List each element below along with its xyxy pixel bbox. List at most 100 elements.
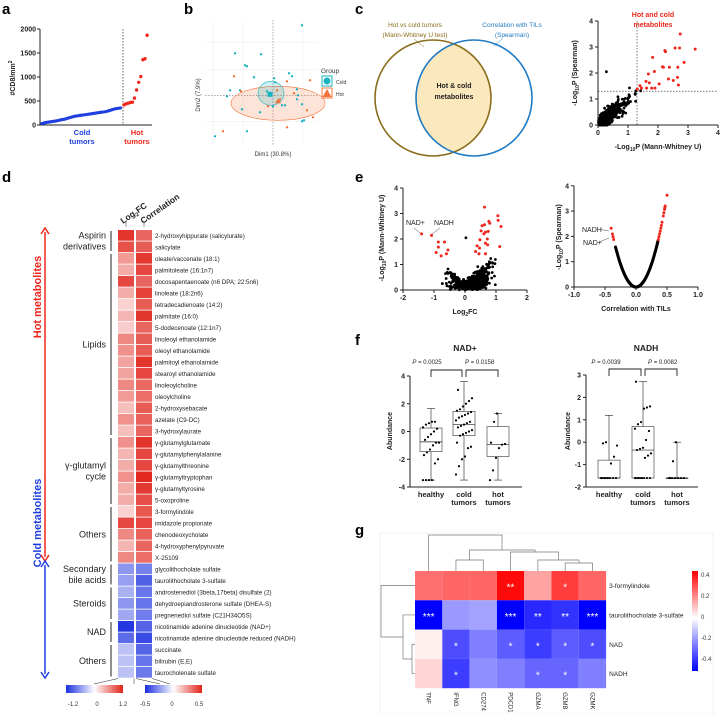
e-left-significant-point bbox=[483, 252, 487, 256]
f-nadh-pvalue-2: P = 0.0082 bbox=[648, 360, 678, 366]
c-y-tick-label: 0 bbox=[589, 123, 593, 130]
d-cell-log2fc bbox=[118, 253, 134, 264]
e-left-significant-point bbox=[480, 224, 484, 228]
g-cell bbox=[496, 600, 525, 630]
f-nadh-point bbox=[640, 476, 644, 480]
f-nadh-point bbox=[639, 420, 643, 424]
f-nadh-point bbox=[642, 476, 646, 480]
g-cell bbox=[496, 629, 525, 659]
e-left-nonsignificant-point bbox=[448, 288, 452, 291]
f-nadplus-point bbox=[427, 478, 431, 482]
c-nonsignificant-point bbox=[633, 92, 637, 96]
e-left-nonsignificant-point bbox=[444, 282, 448, 285]
e-right-significant-point bbox=[659, 226, 663, 230]
e-right-annotation-nadh: NADH bbox=[582, 227, 602, 234]
panel-label-d: d bbox=[2, 169, 11, 186]
c-ylabel-b: P (Spearman) bbox=[572, 40, 579, 85]
e-left-nonsignificant-point bbox=[493, 274, 496, 278]
c-nonsignificant-point bbox=[634, 99, 638, 103]
f-nadplus-point bbox=[434, 441, 438, 444]
d-group-label: Others bbox=[79, 529, 107, 539]
e-left-nonsignificant-point bbox=[488, 261, 492, 264]
e-left-x-tick-label: 1 bbox=[494, 295, 498, 302]
c-ylabel-a: -Log bbox=[572, 91, 579, 106]
c-x-tick-label: 4 bbox=[716, 130, 720, 137]
f-nadplus-point bbox=[469, 445, 473, 448]
f-nadh-point bbox=[637, 476, 641, 480]
d-colorbar1-tick: -1.2 bbox=[68, 702, 79, 708]
c-x-tick-label: 1 bbox=[626, 130, 630, 137]
d-row-label: γ-glutamyltyrosine bbox=[155, 486, 205, 493]
e-right-significant-point bbox=[656, 237, 660, 241]
d-cell-log2fc bbox=[118, 540, 134, 552]
d-cell-log2fc bbox=[118, 586, 134, 598]
g-significance-stars: * bbox=[509, 641, 513, 652]
e-left-nonsignificant-point bbox=[490, 276, 494, 280]
d-cell-correlation bbox=[136, 632, 152, 644]
f-nadplus-box bbox=[486, 426, 510, 457]
d-hot-metabolites-label: Hot metabolites bbox=[32, 256, 44, 339]
f-nadh-point bbox=[668, 476, 672, 480]
g-significance-stars: *** bbox=[587, 612, 599, 623]
a-y-tick-label: 1500 bbox=[20, 51, 36, 58]
c-y-axis-title: -Log10P (Spearman) bbox=[572, 40, 581, 106]
venn-center-label-2: metabolites bbox=[435, 94, 474, 101]
d-group-label: NAD bbox=[87, 627, 107, 637]
f-nadplus-point bbox=[456, 426, 460, 429]
g-frame bbox=[379, 532, 714, 714]
e-left-x-tick-label: -1 bbox=[431, 295, 437, 302]
f-nadh-y-axis-title: Abundance bbox=[565, 412, 572, 450]
f-nadplus-point bbox=[421, 478, 425, 482]
d-row-label: γ-glutamylthreonine bbox=[155, 463, 210, 470]
b-cold-point bbox=[272, 77, 276, 80]
f-nadplus-point bbox=[437, 441, 441, 444]
g-column-dendrogram bbox=[469, 549, 536, 560]
e2-yl-b: P (Spearman) bbox=[556, 204, 563, 249]
e-left-significant-point bbox=[436, 245, 440, 249]
e-annotation-nadplus: NAD+ bbox=[406, 220, 425, 227]
a-hot-label: Hot bbox=[131, 128, 144, 137]
venn-left-circle bbox=[374, 39, 492, 157]
f-nadplus-point bbox=[466, 447, 470, 450]
f-nadplus-point bbox=[494, 456, 498, 459]
e-annotation-nadh: NADH bbox=[434, 220, 454, 227]
e-left-significant-point bbox=[483, 205, 487, 209]
f-nadplus-point bbox=[463, 413, 467, 416]
d-row-label: glycolithocholate sulfate bbox=[155, 567, 221, 574]
c-nonsignificant-point bbox=[619, 103, 622, 106]
a-y-tick-label: 0 bbox=[32, 123, 36, 130]
d-row-label: tetradecadienoate (14:2) bbox=[155, 302, 222, 309]
d-cell-log2fc bbox=[118, 598, 134, 609]
f-nadh-point bbox=[634, 476, 638, 480]
d-cell-log2fc bbox=[118, 609, 134, 621]
g-cell bbox=[496, 571, 525, 601]
f-nadplus-pvalue-2: P = 0.0158 bbox=[465, 360, 495, 366]
g-significance-stars: * bbox=[590, 641, 594, 652]
f-nadh-point bbox=[647, 429, 651, 433]
g-colorbar-tick: 0.2 bbox=[701, 594, 710, 600]
g-significance-stars: * bbox=[454, 671, 458, 682]
f-nadplus-point bbox=[491, 469, 495, 472]
g-cell bbox=[524, 658, 552, 689]
f-nadh-point bbox=[646, 454, 650, 457]
d-row-label: 2-hydroxysebacate bbox=[155, 406, 208, 413]
d-row-label: nicotinamide adenine dinucleotide (NAD+) bbox=[155, 624, 271, 631]
d-cell-correlation bbox=[136, 391, 152, 402]
d-row-label: X-25109 bbox=[155, 555, 179, 562]
d-colorbar1-tick: 1.2 bbox=[119, 702, 128, 708]
c-significant-point bbox=[682, 60, 686, 64]
e-left-nonsignificant-point bbox=[446, 267, 450, 271]
d-colorbar-connector bbox=[135, 678, 161, 685]
c-annotation-2: metabolites bbox=[634, 22, 673, 29]
d-colorbar-correlation bbox=[145, 685, 202, 693]
e-left-nonsignificant-point bbox=[456, 277, 460, 281]
f-nadplus-point bbox=[458, 434, 462, 437]
c-significant-point bbox=[693, 47, 697, 51]
e-left-significant-point bbox=[478, 246, 482, 250]
c-nonsignificant-point bbox=[607, 122, 611, 126]
c-nonsignificant-point bbox=[628, 95, 632, 98]
f-nadplus-point bbox=[465, 422, 469, 425]
f-nadplus-point bbox=[423, 438, 427, 441]
g-column-dendrogram bbox=[428, 534, 503, 571]
d-cell-log2fc bbox=[118, 483, 134, 494]
